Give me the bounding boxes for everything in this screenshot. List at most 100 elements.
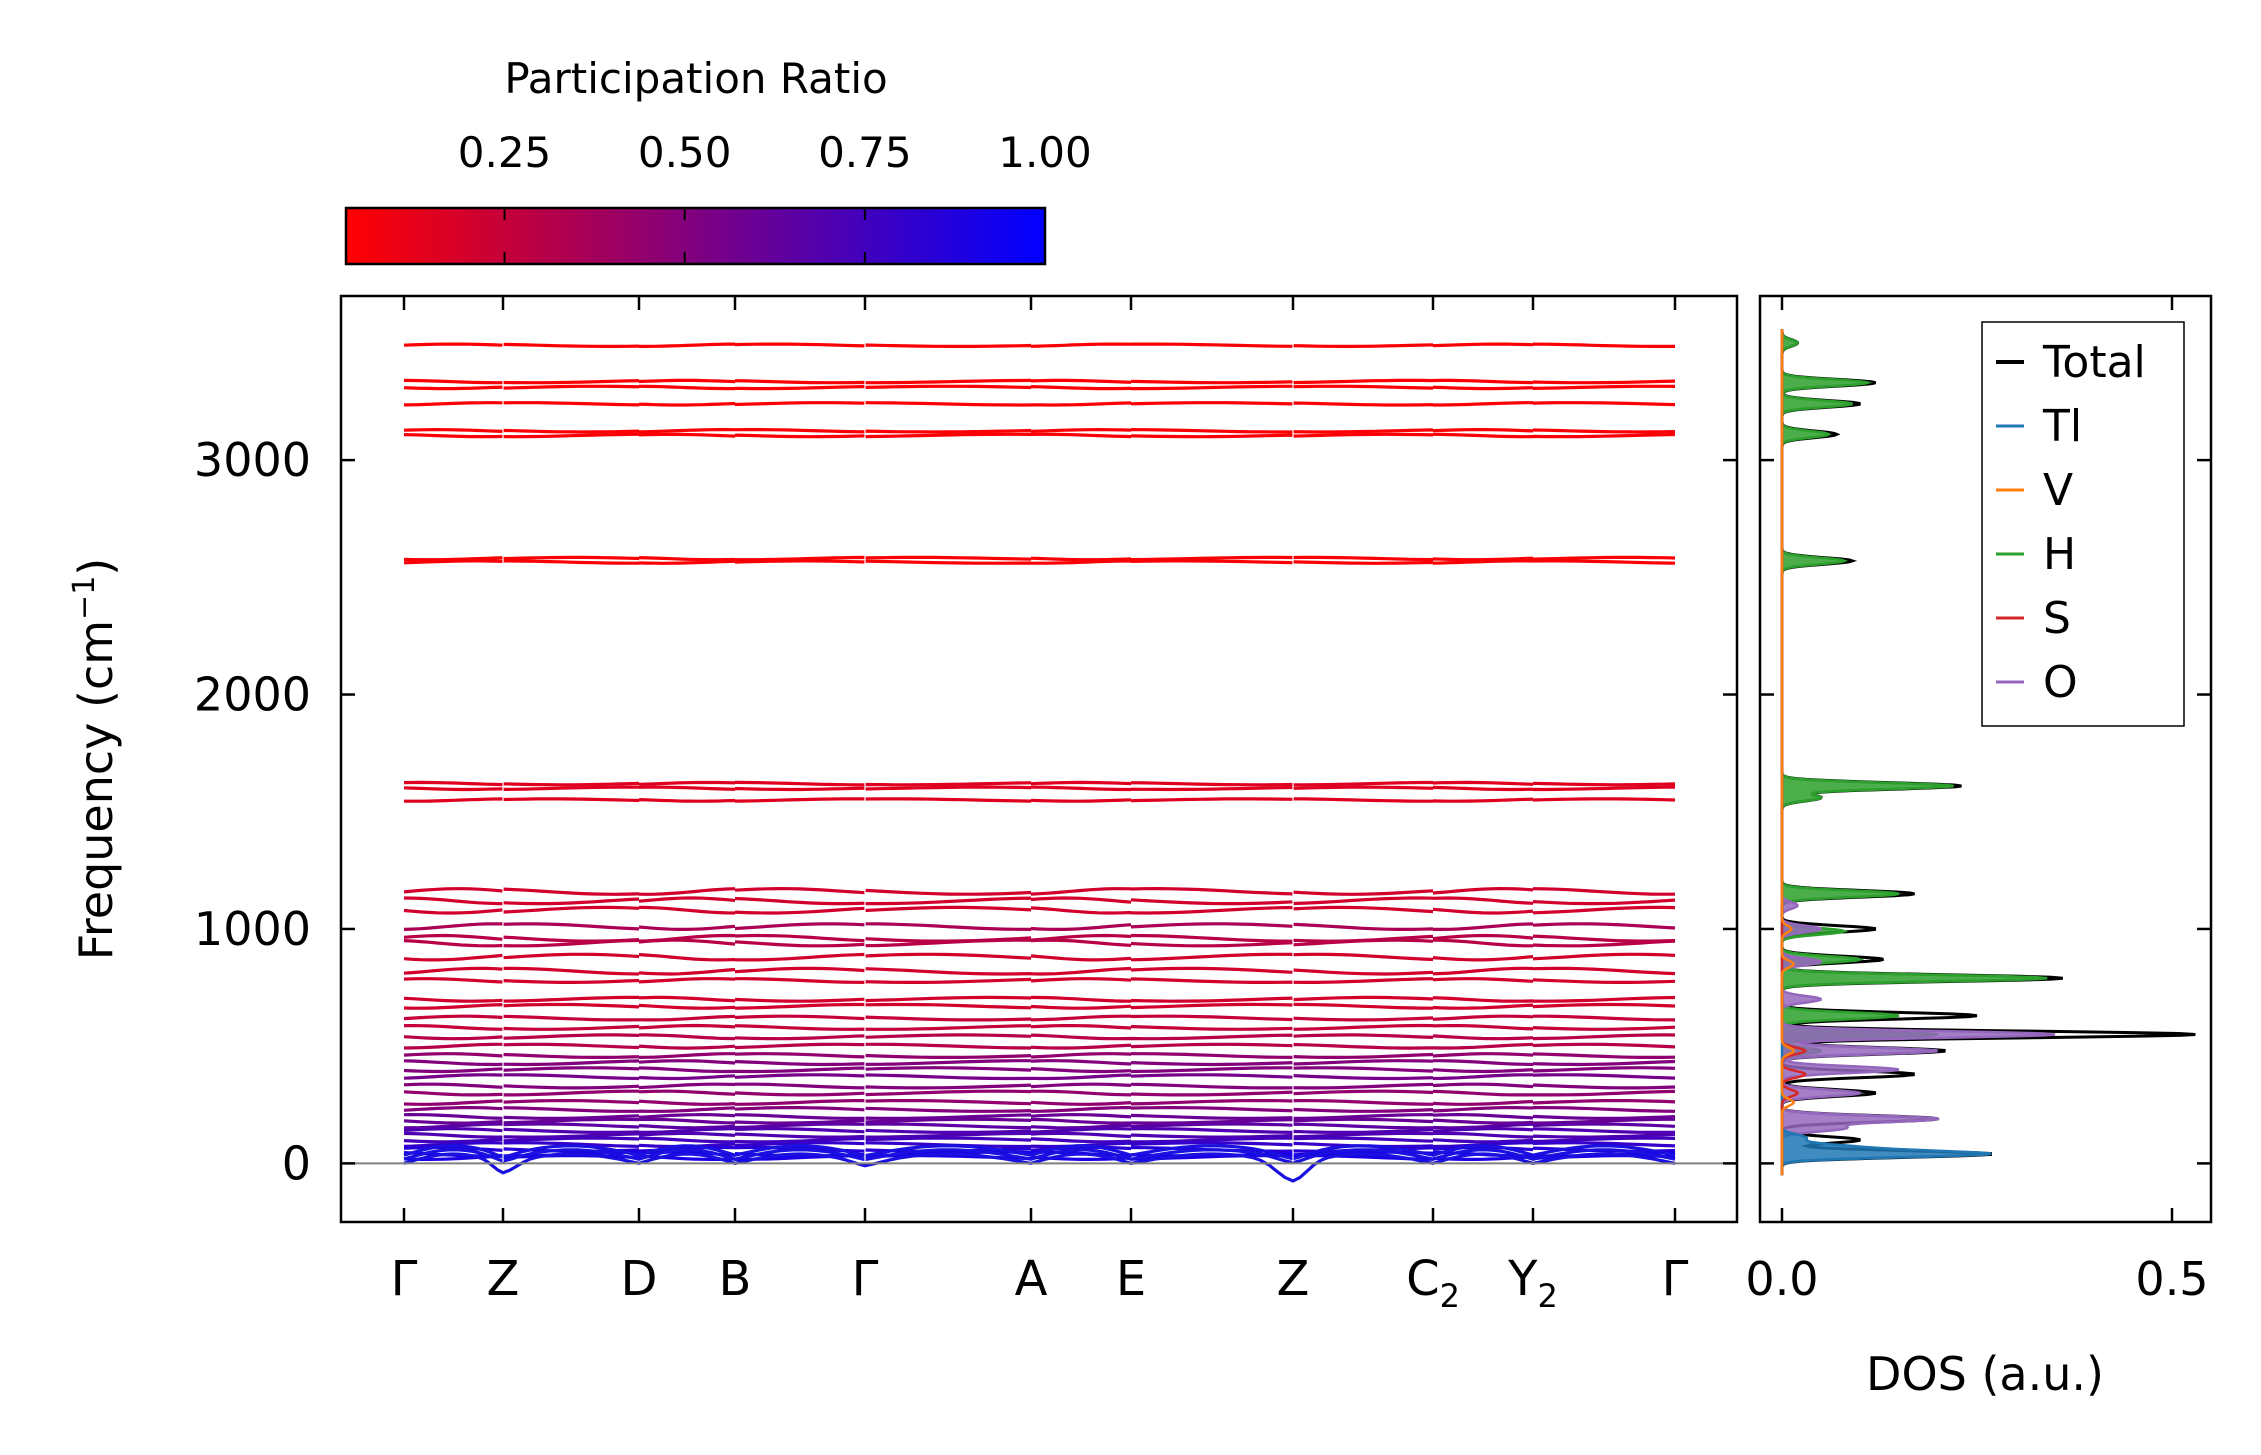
band-line [403,896,1676,906]
band-line [403,1154,1676,1161]
band-line [403,401,1676,407]
x-tick-label-subscript: 2 [1537,1277,1557,1315]
band-line [403,1105,1676,1113]
dos-x-tick-label: 0.0 [1745,1252,1818,1306]
colorbar-title: Participation Ratio [504,54,887,103]
band-line [403,977,1676,984]
acoustic-branch [403,1148,1676,1165]
x-tick-label-subscript: 2 [1440,1277,1460,1315]
y-label-superscript: −1 [67,576,102,620]
x-tick-label: D [621,1251,658,1307]
colorbar-tick-label: 0.50 [638,128,732,177]
x-tick-label-main: Γ [1662,1251,1689,1307]
colorbar-tick-label: 1.00 [998,128,1092,177]
band-line [403,1082,1676,1090]
band-line [403,1122,1676,1130]
legend-label: Tl [2042,401,2082,452]
legend-label: O [2043,657,2078,708]
band-line [403,785,1676,792]
band-line [403,922,1676,931]
x-tick-label-main: E [1116,1251,1146,1307]
band-line [403,1052,1676,1059]
band-line [403,1066,1676,1074]
band-lines [341,342,1737,1183]
dos-x-axis-label: DOS (a.u.) [1866,1347,2104,1401]
dos-curves [1780,328,2196,1176]
x-tick-label-main: B [719,1251,752,1307]
band-line [403,1073,1676,1081]
x-tick-label-main: Y [1507,1251,1538,1307]
band-line [403,427,1676,434]
y-tick-label: 1000 [194,902,311,956]
x-tick-label-main: Z [487,1251,520,1307]
band-line [404,797,1676,803]
band-line [404,1023,1676,1031]
x-tick-label: Γ [1662,1251,1689,1307]
band-line [403,938,1676,948]
band-line [403,342,1675,348]
y-label-main: Frequency (cm [69,620,123,960]
colorbar: Participation Ratio 0.25 0.50 0.75 1.00 [344,54,1092,266]
band-line [403,432,1676,439]
band-line [403,1002,1676,1010]
x-tick-label-main: Γ [391,1251,418,1307]
band-line [403,1059,1676,1067]
high-symmetry-dividers [502,336,1294,1162]
band-line [403,780,1676,787]
y-tick-label: 2000 [194,668,311,722]
colorbar-ticks [503,208,866,264]
colorbar-tick-label: 0.75 [818,128,912,177]
x-tick-label: Γ [852,1251,879,1307]
band-y-axis-label: Frequency (cm−1) [67,558,123,961]
acoustic-branch [403,1144,1676,1161]
colorbar-gradient [344,206,1047,266]
band-line [403,966,1676,976]
band-line [403,1099,1676,1106]
band-line [403,952,1676,962]
band-line [403,1127,1676,1134]
x-tick-label: C2 [1406,1251,1460,1315]
dos-line-v [1780,329,1796,1176]
band-line [403,1042,1676,1050]
band-line [403,1089,1676,1097]
band-line [403,1136,1676,1144]
x-tick-label: Y2 [1507,1251,1558,1315]
legend-label: H [2043,529,2076,580]
colorbar-tick-labels: 0.25 0.50 0.75 1.00 [458,128,1092,177]
band-line [403,1112,1676,1121]
band-line [403,886,1675,896]
dos-fill-o [1782,328,2055,1176]
legend-label: S [2043,593,2071,644]
x-tick-label-main: Γ [852,1251,879,1307]
band-y-ticks: 0 1000 2000 3000 [194,433,1737,1190]
band-line [403,559,1676,565]
x-tick-label-main: Z [1277,1251,1310,1307]
band-line [403,995,1676,1003]
x-tick-label: Γ [391,1251,418,1307]
y-label-tail: ) [69,558,123,576]
band-line [403,1033,1676,1041]
y-tick-label: 0 [282,1136,311,1190]
dos-axes-frame [1758,294,2213,1224]
x-tick-label-main: C [1406,1251,1440,1307]
x-tick-label: Z [1277,1251,1310,1307]
band-line [403,1117,1675,1125]
x-tick-label: A [1015,1251,1048,1307]
band-line [403,555,1676,562]
band-line [403,384,1676,391]
legend-label: V [2043,465,2073,516]
x-tick-label: Z [487,1251,520,1307]
x-tick-label: B [719,1251,752,1307]
dos-x-tick-label: 0.5 [2135,1252,2208,1306]
band-line [403,378,1676,385]
legend-label: Total [2042,337,2146,388]
y-tick-label: 3000 [194,433,311,487]
colorbar-tick-label: 0.25 [458,128,552,177]
x-tick-label: E [1116,1251,1146,1307]
band-line [403,1131,1676,1139]
